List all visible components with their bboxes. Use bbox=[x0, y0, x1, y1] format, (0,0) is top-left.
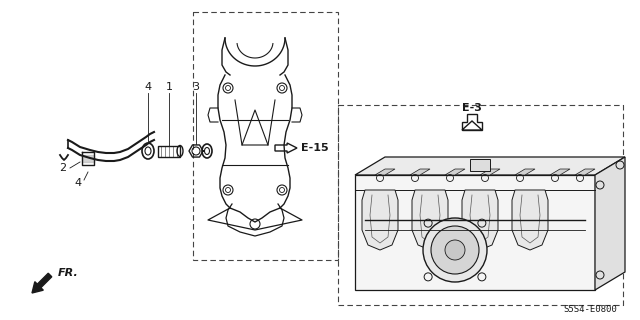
Polygon shape bbox=[355, 157, 625, 175]
Text: 4: 4 bbox=[145, 82, 152, 92]
Text: 3: 3 bbox=[193, 82, 200, 92]
Bar bbox=[158, 146, 180, 157]
Polygon shape bbox=[410, 169, 430, 175]
Polygon shape bbox=[445, 169, 465, 175]
Polygon shape bbox=[480, 169, 500, 175]
Polygon shape bbox=[462, 121, 482, 130]
Polygon shape bbox=[512, 190, 548, 250]
Bar bbox=[470, 159, 490, 171]
Polygon shape bbox=[275, 143, 297, 153]
Polygon shape bbox=[412, 190, 448, 250]
Circle shape bbox=[431, 226, 479, 274]
Text: 4: 4 bbox=[74, 178, 81, 188]
Circle shape bbox=[445, 240, 465, 260]
Text: S5S4-E0800: S5S4-E0800 bbox=[563, 305, 617, 314]
Polygon shape bbox=[575, 169, 595, 175]
Polygon shape bbox=[355, 175, 595, 290]
Text: E-15: E-15 bbox=[301, 143, 328, 153]
Bar bbox=[338, 105, 623, 305]
Text: 1: 1 bbox=[166, 82, 173, 92]
Polygon shape bbox=[595, 157, 625, 290]
Polygon shape bbox=[462, 190, 498, 250]
Polygon shape bbox=[375, 169, 395, 175]
Polygon shape bbox=[550, 169, 570, 175]
Polygon shape bbox=[462, 114, 482, 130]
Polygon shape bbox=[515, 169, 535, 175]
Circle shape bbox=[423, 218, 487, 282]
Text: FR.: FR. bbox=[58, 268, 79, 278]
Polygon shape bbox=[362, 190, 398, 250]
Bar bbox=[193, 12, 338, 260]
FancyArrow shape bbox=[32, 273, 52, 293]
Text: E-3: E-3 bbox=[462, 103, 482, 113]
Polygon shape bbox=[82, 155, 94, 162]
Text: 2: 2 bbox=[60, 163, 67, 173]
